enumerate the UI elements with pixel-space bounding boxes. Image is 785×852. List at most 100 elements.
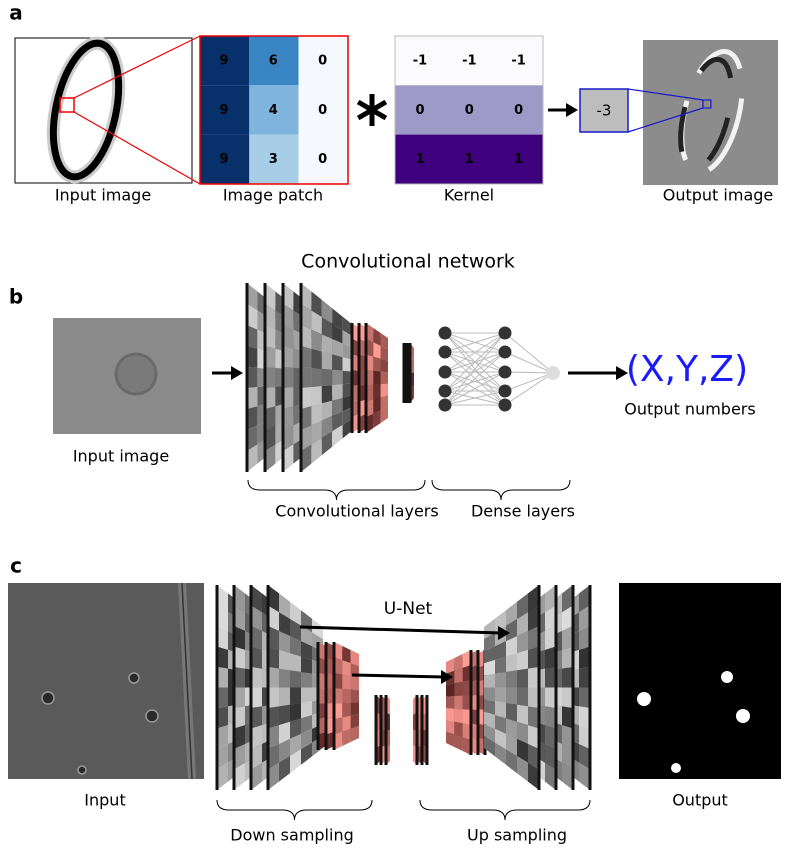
patch-value: 0 [318, 152, 327, 167]
layer [334, 642, 359, 750]
layer-cell [268, 647, 279, 669]
layer-cell [351, 676, 359, 690]
caption: Input [84, 791, 125, 810]
layer-cell [332, 354, 342, 370]
layer [418, 695, 422, 765]
layer-cell [517, 688, 528, 707]
layer [413, 695, 417, 765]
layer-cell [322, 352, 332, 370]
layer-cell [217, 647, 228, 669]
layer-cell [454, 696, 462, 710]
layer-cell [268, 706, 279, 728]
layer-cell [381, 372, 388, 385]
neuron [499, 385, 512, 398]
layer-cell [506, 670, 517, 687]
layer-cell [545, 667, 556, 688]
output-neuron [546, 366, 560, 380]
patch-value: 4 [269, 103, 278, 118]
layer-cell [562, 667, 573, 688]
layer-cell [251, 647, 262, 669]
layer [410, 343, 414, 403]
bracket [432, 480, 570, 500]
layer-cell [373, 371, 380, 385]
dense-link [505, 372, 553, 373]
layer-cell [446, 696, 454, 709]
bracket [217, 800, 372, 820]
caption: Dense layers [471, 502, 575, 521]
layer-cell [454, 709, 462, 723]
layer-cell [301, 346, 311, 368]
panel-label: a [9, 1, 23, 25]
particle [42, 692, 54, 704]
layer-cell [283, 346, 293, 368]
kernel-value: 1 [465, 152, 474, 167]
layer-cell [351, 689, 359, 702]
layer [423, 695, 427, 765]
particle [129, 673, 139, 683]
panel-title: U-Net [384, 599, 433, 619]
neuron [439, 385, 452, 398]
kernel-value: -1 [413, 54, 427, 69]
layer [376, 695, 380, 765]
layer-cell [279, 669, 290, 688]
caption: Input image [55, 186, 151, 205]
layer [301, 283, 353, 472]
layer-cell [247, 387, 257, 409]
neuron [439, 327, 452, 340]
particle [146, 710, 158, 722]
patch-value: 9 [219, 54, 228, 69]
layer-cell [234, 688, 245, 709]
bracket [248, 480, 425, 500]
layer-cell [517, 669, 528, 688]
layer [366, 323, 388, 433]
layer-cell [528, 647, 539, 669]
kernel-value: -1 [462, 54, 476, 69]
layer-cell [545, 688, 556, 709]
layer-cell [265, 387, 275, 409]
layer-cell [579, 706, 590, 728]
layer [446, 650, 471, 755]
layer-cell [311, 349, 321, 369]
layer-cell [301, 688, 312, 703]
layer-cell [545, 706, 556, 728]
caption: Kernel [444, 186, 494, 205]
layer-cell [265, 367, 275, 388]
layer-cell [545, 647, 556, 669]
mask-spot [671, 763, 681, 773]
layer-cell [562, 688, 573, 709]
dense-link [505, 373, 553, 391]
particle [78, 766, 86, 774]
layer-cell [506, 688, 517, 705]
layer-cell [517, 705, 528, 726]
layer-cell [446, 708, 454, 721]
panel-label: b [9, 285, 23, 309]
layer-cell [265, 346, 275, 368]
layer-cell [311, 368, 321, 387]
panel-title: Convolutional network [301, 251, 515, 273]
layer [268, 585, 323, 790]
layer-cell [579, 688, 590, 709]
neuron [439, 399, 452, 412]
layer-cell [579, 647, 590, 669]
layer-cell [484, 674, 495, 688]
neuron [499, 327, 512, 340]
layer [484, 585, 539, 790]
layer-cell [342, 646, 350, 663]
output-image [619, 583, 781, 779]
layer-cell [234, 706, 245, 728]
layer-cell [301, 367, 311, 388]
arrow [300, 627, 501, 633]
layer-cell [290, 688, 301, 705]
layer-cell [381, 384, 388, 398]
neuron [499, 346, 512, 359]
layer-cell [373, 357, 380, 372]
layer [381, 695, 385, 765]
arrow-head [231, 366, 243, 380]
layer-cell [268, 688, 279, 709]
layer-cell [251, 706, 262, 728]
kernel-value: -1 [511, 54, 525, 69]
kernel-value: 1 [415, 152, 424, 167]
layer-cell [332, 384, 342, 400]
caption: Output [672, 791, 728, 810]
layer-cell [268, 667, 279, 688]
